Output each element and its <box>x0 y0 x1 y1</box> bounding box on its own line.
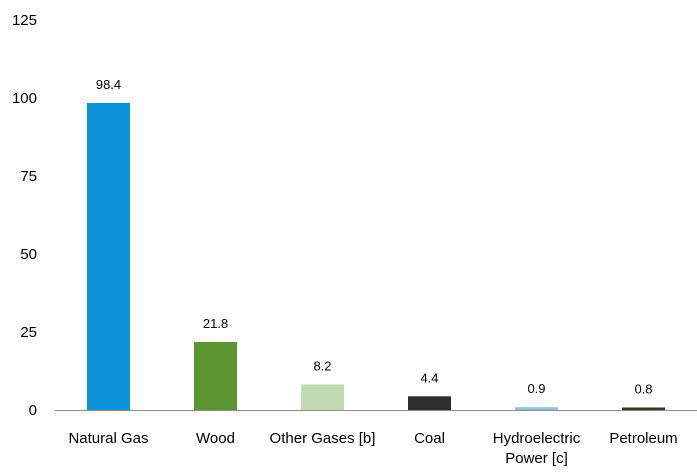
bar-value-label: 8.2 <box>313 358 331 373</box>
bar-value-label: 98.4 <box>96 77 121 92</box>
bar <box>622 407 665 410</box>
bar <box>408 396 451 410</box>
y-tick-label: 100 <box>12 90 37 107</box>
x-category-label: Hydroelectric Power [c] <box>493 430 581 467</box>
x-category-label: Natural Gas <box>68 430 148 447</box>
bar-value-label: 0.9 <box>527 381 545 396</box>
y-tick-label: 75 <box>20 168 37 185</box>
y-tick-label: 125 <box>12 12 37 29</box>
bar <box>301 384 344 410</box>
x-category-label: Other Gases [b] <box>270 430 376 447</box>
y-tick-label: 25 <box>20 324 37 341</box>
y-tick-label: 50 <box>20 246 37 263</box>
bar <box>194 341 237 410</box>
bar-value-label: 0.8 <box>634 382 652 397</box>
bar <box>87 102 130 410</box>
bar <box>515 407 558 410</box>
y-tick-label: 0 <box>29 402 37 419</box>
bar-value-labels: 98.4 21.8 8.2 4.4 0.9 0.8 <box>96 77 653 397</box>
x-axis-category-labels: Natural Gas Wood Other Gases [b] Coal Hydroe… <box>68 430 677 467</box>
y-axis-tick-labels: 0 25 50 75 100 125 <box>12 12 37 419</box>
x-category-label: Coal <box>414 430 445 447</box>
bar-value-label: 21.8 <box>203 316 228 331</box>
x-category-label: Wood <box>196 430 235 447</box>
bar-series <box>87 102 665 410</box>
x-category-label: Petroleum <box>609 430 677 447</box>
bar-value-label: 4.4 <box>420 370 438 385</box>
